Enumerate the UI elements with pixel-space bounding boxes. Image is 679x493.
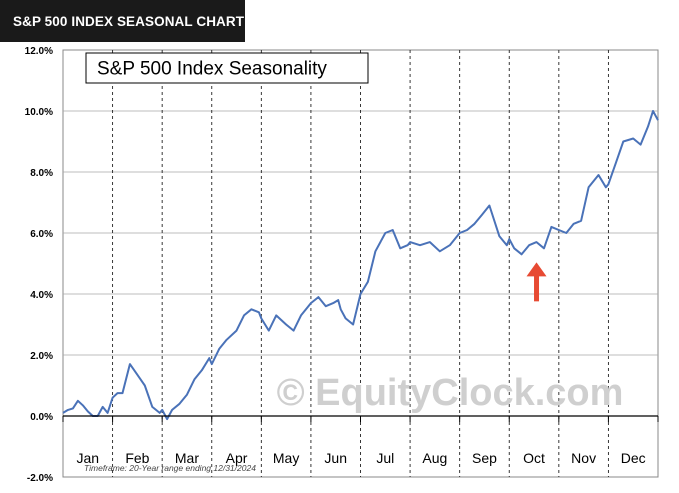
x-tick-label: Jul — [376, 450, 394, 466]
series-layer — [62, 110, 659, 421]
x-tick-label: Aug — [422, 450, 447, 466]
x-tick-label: May — [273, 450, 299, 466]
arrow-shaft — [534, 275, 540, 302]
y-tick-label: 10.0% — [25, 107, 53, 118]
chart-title: S&P 500 Index Seasonality — [97, 59, 327, 80]
arrow-head — [526, 262, 547, 277]
footnote: Timeframe: 20-Year range ending 12/31/20… — [84, 463, 256, 473]
y-tick-label: 12.0% — [25, 46, 53, 57]
chart-banner: S&P 500 INDEX SEASONAL CHART — [0, 0, 245, 42]
x-tick-label: Jun — [324, 450, 347, 466]
y-tick-label: 8.0% — [30, 168, 53, 179]
banner-title: S&P 500 INDEX SEASONAL CHART — [13, 13, 245, 29]
x-tick-label: Mar — [175, 450, 199, 466]
y-tick-label: 4.0% — [30, 290, 53, 301]
seasonality-line — [62, 110, 659, 421]
x-tick-label: Dec — [621, 450, 646, 466]
arrow-annotation — [526, 262, 547, 302]
watermark: © EquityClock.com — [277, 372, 624, 414]
x-tick-label: Nov — [571, 450, 596, 466]
y-tick-label: 0.0% — [30, 412, 53, 423]
x-tick-label: Apr — [226, 450, 248, 466]
x-tick-label: Jan — [77, 450, 100, 466]
watermark-text: © EquityClock.com — [277, 372, 624, 414]
annotation-layer — [526, 262, 547, 302]
grid-layer — [62, 49, 659, 478]
x-tick-label: Oct — [523, 450, 545, 466]
y-tick-label: -2.0% — [27, 473, 53, 484]
axis-layer: -2.0% 0.0% 2.0% 4.0% 6.0% 8.0% 10.0% 12.0% Jan Fe… — [25, 46, 659, 484]
y-tick-label: 6.0% — [30, 229, 53, 240]
x-tick-label: Feb — [125, 450, 149, 466]
x-tick-label: Sep — [472, 450, 497, 466]
chart-title-box: S&P 500 Index Seasonality — [85, 52, 369, 84]
y-tick-label: 2.0% — [30, 351, 53, 362]
